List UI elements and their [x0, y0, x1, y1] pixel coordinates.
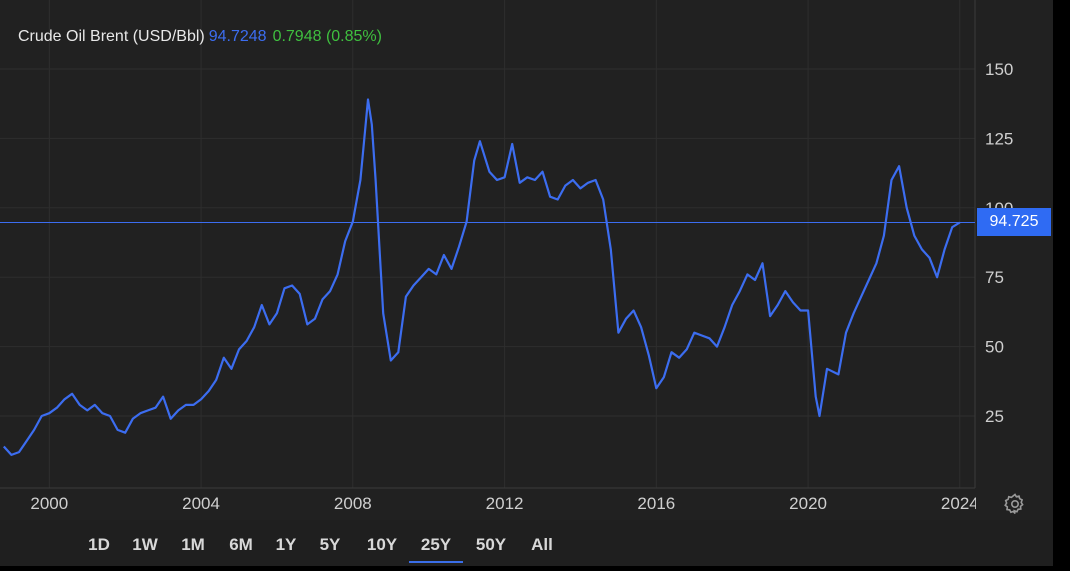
y-tick-label: 125 — [985, 129, 1013, 148]
x-tick-label: 2004 — [182, 494, 220, 513]
chart-widget: 1501251007550252000200420082012201620202… — [0, 0, 1053, 566]
range-button-1w[interactable]: 1W — [132, 535, 158, 554]
y-tick-label: 50 — [985, 338, 1004, 357]
current-price-tag: 94.725 — [977, 208, 1051, 237]
range-button-6m[interactable]: 6M — [229, 535, 253, 554]
y-tick-label: 25 — [985, 407, 1004, 426]
x-tick-label: 2008 — [334, 494, 372, 513]
legend-name: Crude Oil Brent (USD/Bbl) — [18, 28, 205, 45]
gear-icon[interactable] — [1003, 492, 1027, 516]
range-button-1m[interactable]: 1M — [181, 535, 205, 554]
x-tick-label: 2020 — [789, 494, 827, 513]
range-button-1y[interactable]: 1Y — [275, 535, 297, 554]
y-tick-label: 75 — [985, 268, 1004, 287]
x-tick-label: 2016 — [637, 494, 675, 513]
range-button-1d[interactable]: 1D — [88, 535, 110, 554]
x-tick-label: 2012 — [486, 494, 524, 513]
range-selector: 1D 1W 1M 6M 1Y 5Y 10Y 25Y 50Y All — [0, 520, 1053, 566]
range-button-10y[interactable]: 10Y — [366, 535, 398, 554]
range-button-all[interactable]: All — [531, 535, 553, 554]
x-tick-label: 2024 — [941, 494, 979, 513]
series-line — [2, 98, 961, 456]
range-button-25y[interactable]: 25Y — [409, 533, 463, 563]
range-button-50y[interactable]: 50Y — [475, 535, 507, 554]
legend-price: 94.7248 — [208, 28, 267, 45]
plot-area[interactable]: 1501251007550252000200420082012201620202… — [0, 0, 1053, 520]
legend-change: 0.7948 (0.85%) — [272, 28, 382, 45]
chart-svg: 1501251007550252000200420082012201620202… — [0, 0, 1014, 513]
y-tick-label: 150 — [985, 60, 1013, 79]
range-button-5y[interactable]: 5Y — [319, 535, 341, 554]
legend: Crude Oil Brent (USD/Bbl) 94.7248 0.7948 (… — [18, 28, 382, 46]
x-tick-label: 2000 — [30, 494, 68, 513]
